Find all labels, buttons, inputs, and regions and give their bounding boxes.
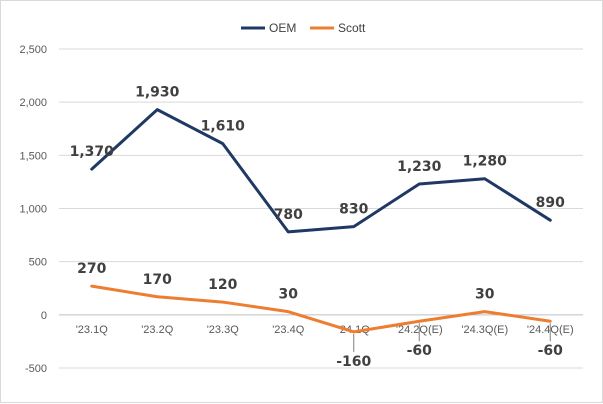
y-tick-label: 1,500 [19, 150, 47, 162]
data-label-scott: -60 [407, 343, 433, 359]
x-tick-label: '23.1Q [76, 324, 109, 336]
data-label-scott: 120 [208, 277, 237, 293]
data-label-scott: 30 [475, 287, 495, 303]
y-tick-label: -500 [25, 363, 47, 375]
data-label-scott: 170 [143, 272, 172, 288]
data-label-scott: 30 [279, 287, 299, 303]
data-label-oem: 830 [339, 202, 368, 218]
y-tick-label: 2,000 [19, 97, 47, 109]
data-label-oem: 1,280 [463, 154, 508, 170]
data-labels: 1,370 1,930 1,610 780 830 1,230 1,280 890 270 170… [70, 85, 566, 370]
axes: -500 0 500 1,000 1,500 2,000 2,500 '23.1Q '23.2Q… [19, 44, 573, 375]
x-tick-label: '23.4Q [272, 324, 305, 336]
data-label-oem: 1,370 [70, 144, 115, 160]
y-tick-label: 1,000 [19, 204, 47, 216]
data-label-oem: 1,930 [135, 85, 180, 101]
x-tick-label: '24.1Q [338, 324, 371, 336]
series-line-oem [90, 108, 552, 234]
series-lines [90, 108, 552, 334]
gridlines [59, 48, 583, 369]
data-label-scott: -60 [538, 343, 564, 359]
x-tick-label: '23.2Q [141, 324, 174, 336]
x-tick-label: '24.3Q(E) [461, 324, 508, 336]
y-tick-label: 0 [41, 310, 47, 322]
data-label-oem: 1,230 [397, 159, 442, 175]
data-label-oem: 890 [536, 195, 565, 211]
data-label-oem: 1,610 [201, 119, 246, 135]
y-tick-label: 500 [29, 257, 47, 269]
legend: OEM Scott [241, 21, 366, 35]
data-label-scott: 270 [77, 261, 106, 277]
legend-label-scott: Scott [338, 21, 366, 35]
data-label-scott: -160 [336, 354, 371, 370]
x-tick-label: '23.3Q [207, 324, 240, 336]
data-label-oem: 780 [274, 207, 303, 223]
series-line-scott [90, 284, 552, 334]
legend-label-oem: OEM [269, 21, 296, 35]
y-tick-label: 2,500 [19, 44, 47, 56]
